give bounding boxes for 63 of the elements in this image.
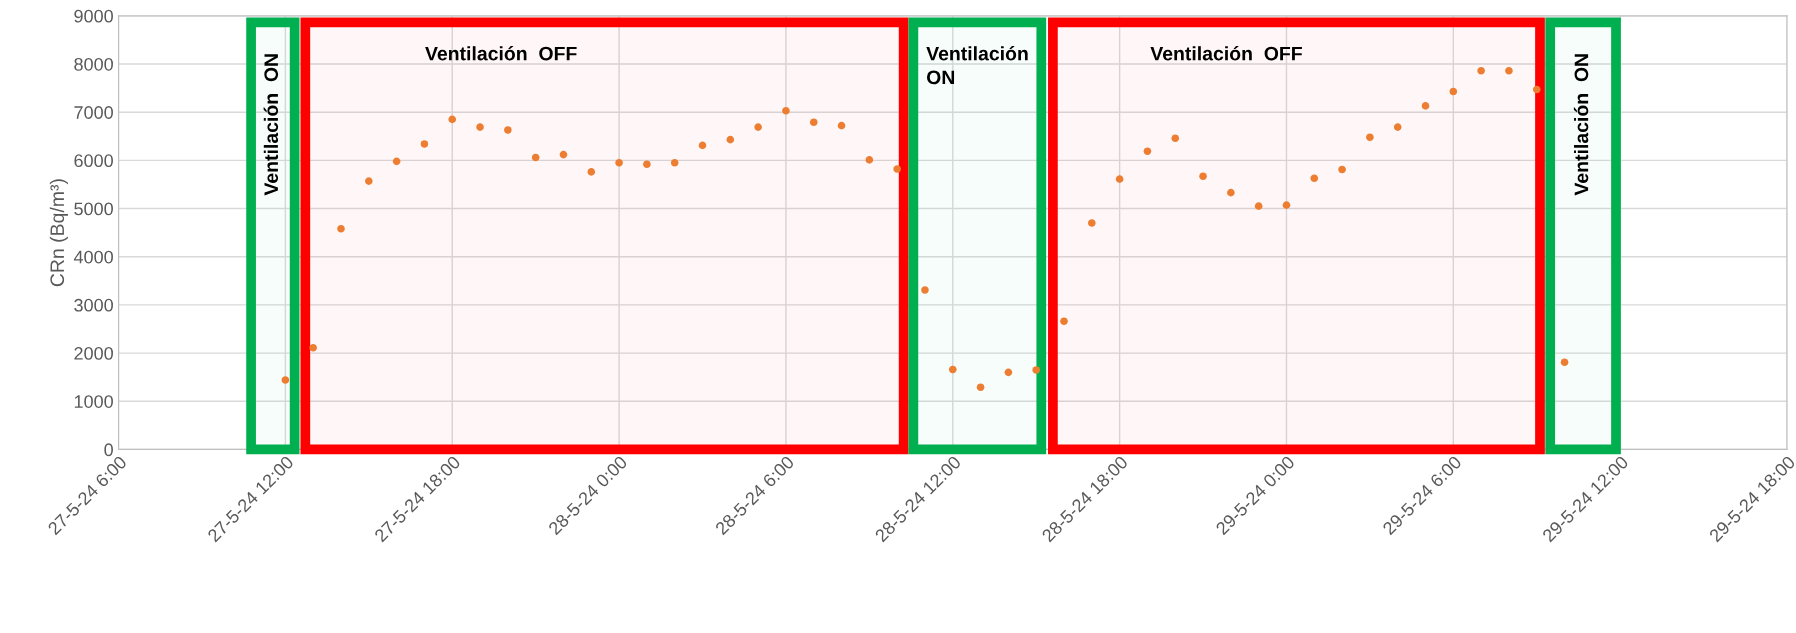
- point: [1171, 134, 1180, 142]
- point: [837, 121, 846, 130]
- point: [504, 126, 512, 134]
- point: [281, 376, 290, 384]
- point: [531, 153, 540, 162]
- point: [754, 123, 762, 131]
- point: [698, 141, 707, 150]
- y-tick-label: 2000: [74, 347, 113, 360]
- point: [1004, 368, 1013, 377]
- point: [1560, 358, 1569, 367]
- point: [559, 150, 568, 159]
- y-tick-label: 7000: [74, 106, 113, 119]
- point: [1393, 123, 1402, 131]
- band-label: Ventilación OFF: [1150, 46, 1302, 61]
- point: [1199, 172, 1207, 181]
- y-tick-label: 0: [104, 443, 113, 457]
- point: [670, 158, 679, 167]
- y-tick-label: 3000: [74, 298, 113, 312]
- point: [420, 140, 429, 148]
- point: [893, 165, 901, 173]
- point: [1282, 201, 1291, 209]
- point: [1421, 102, 1430, 110]
- y-tick-label: 4000: [73, 250, 113, 264]
- point: [1532, 85, 1541, 94]
- point: [1115, 175, 1124, 183]
- point: [1449, 87, 1458, 96]
- point: [1477, 66, 1485, 75]
- point: [782, 106, 790, 115]
- point: [726, 135, 735, 144]
- point: [1310, 174, 1319, 182]
- point: [587, 168, 596, 176]
- point: [921, 286, 929, 294]
- y-tick-label: 6000: [74, 154, 113, 168]
- point: [337, 224, 345, 233]
- point: [1227, 188, 1235, 197]
- point: [1143, 147, 1152, 156]
- band-label: Ventilación OFF: [425, 46, 577, 61]
- point: [1032, 366, 1041, 374]
- band-label: Ventilación ON: [1573, 54, 1589, 196]
- point: [309, 343, 317, 352]
- y-tick-label: 1000: [74, 395, 113, 408]
- point: [976, 383, 985, 392]
- point: [1088, 219, 1096, 227]
- band-label: Ventilación ON: [263, 54, 279, 196]
- y-tick-label: 8000: [74, 57, 113, 71]
- point: [448, 115, 457, 124]
- band-label: Ventilación ON: [926, 46, 1028, 85]
- point: [476, 123, 484, 131]
- point: [1505, 66, 1513, 75]
- point: [365, 177, 373, 185]
- y-tick-label: 9000: [74, 9, 113, 23]
- point: [392, 157, 401, 166]
- point: [1366, 133, 1374, 142]
- point: [1254, 202, 1263, 210]
- y-axis-title: CRn (Bq/m³): [49, 179, 68, 287]
- point: [948, 365, 957, 374]
- y-tick-label: 5000: [74, 202, 113, 216]
- point: [615, 158, 623, 167]
- point: [1060, 317, 1068, 326]
- point: [865, 156, 874, 164]
- point: [809, 118, 818, 127]
- point: [1338, 165, 1346, 174]
- point: [643, 160, 651, 169]
